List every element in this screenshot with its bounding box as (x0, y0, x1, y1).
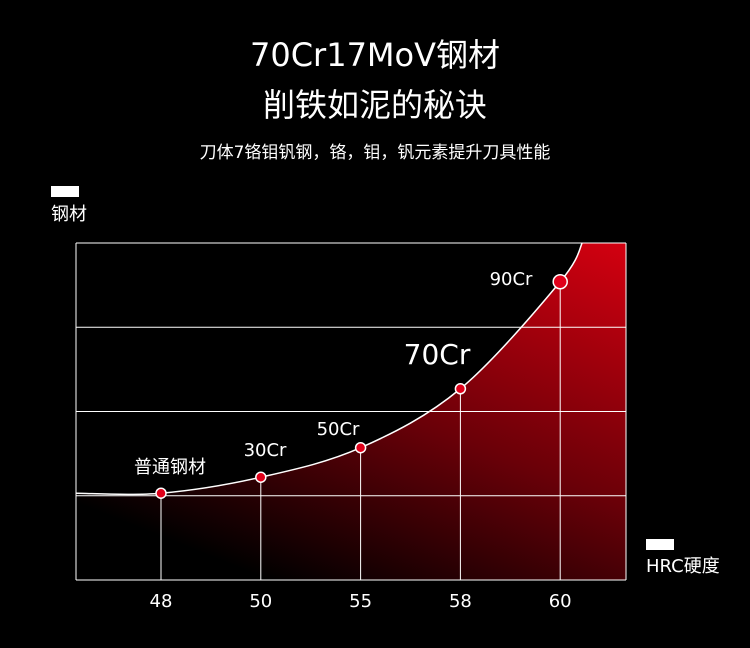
point (454, 383, 467, 395)
y-axis-label: 钢材 (51, 204, 87, 225)
point-label: 普通钢材 (134, 457, 206, 478)
area (76, 243, 626, 580)
point (155, 487, 167, 499)
point (354, 441, 367, 454)
point (552, 274, 568, 290)
point-label: 30Cr (244, 440, 287, 461)
point-label: 70Cr (404, 338, 471, 371)
x-tick-label: 58 (449, 591, 472, 612)
description: 刀体7铬钼钒钢，铬，钼，钒元素提升刀具性能 (200, 143, 551, 163)
plot-clip (76, 243, 626, 580)
point (255, 471, 267, 483)
legend-bar (51, 186, 79, 197)
plot-area: 48 普通钢材 50 30Cr 55 50Cr 58 70Cr 60 90Cr (75, 242, 627, 612)
x-axis-label: HRC硬度 (646, 556, 720, 577)
legend-bar (646, 539, 674, 550)
subtitle: 削铁如泥的秘诀 (263, 86, 487, 124)
x-tick-label: 60 (549, 591, 572, 612)
x-tick-label: 48 (150, 591, 173, 612)
title: 70Cr17MoV钢材 (250, 36, 500, 74)
point-label: 90Cr (490, 269, 533, 290)
point-label: 50Cr (317, 419, 360, 440)
x-tick-label: 55 (349, 591, 372, 612)
x-tick-label: 50 (249, 591, 272, 612)
